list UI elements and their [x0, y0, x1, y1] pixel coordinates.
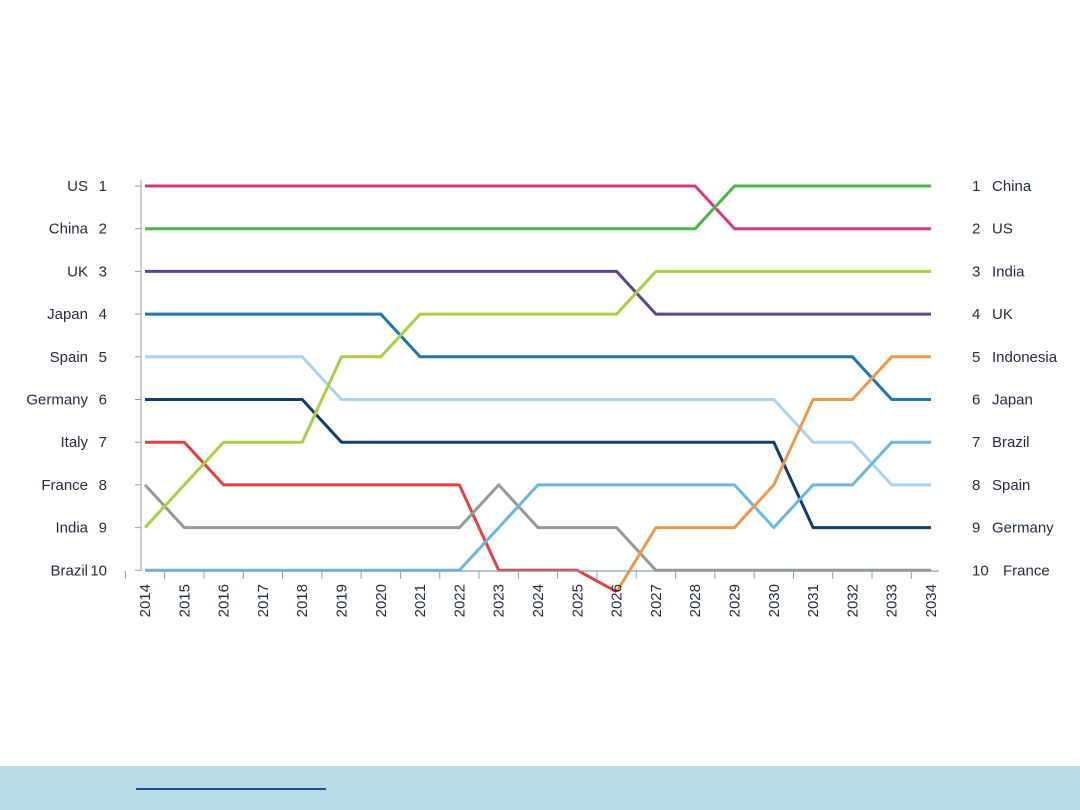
x-tick-label: 2019	[334, 584, 351, 617]
right-rank-label: 9	[972, 520, 980, 537]
x-tick-label: 2021	[412, 584, 429, 617]
series-lines	[143, 184, 931, 594]
series-line-china	[145, 184, 931, 231]
x-tick-label: 2020	[373, 584, 390, 617]
right-country-label: France	[1003, 562, 1050, 579]
left-rank-label: 6	[99, 392, 107, 409]
left-country-label: Japan	[47, 306, 88, 323]
left-country-label: China	[49, 221, 89, 238]
series-line-france	[143, 483, 931, 572]
left-country-label: Germany	[26, 392, 88, 409]
right-country-label: Indonesia	[992, 349, 1058, 366]
right-country-label: UK	[992, 306, 1013, 323]
rank-chart: 2014 2015 2016 2017 2018 2019 2020 2021 2022 2023…	[26, 178, 1057, 617]
footer-bar	[0, 766, 1080, 810]
right-country-label: China	[992, 178, 1032, 195]
right-rank-label: 7	[972, 434, 980, 451]
x-tick-label: 2015	[176, 584, 193, 617]
series-line-spain	[145, 355, 931, 487]
left-country-label: Brazil	[50, 562, 88, 579]
left-country-label: US	[67, 178, 88, 195]
right-country-label: Japan	[992, 392, 1033, 409]
left-rank-label: 9	[99, 520, 107, 537]
left-rank-label: 1	[99, 178, 107, 195]
right-rank-label: 1	[972, 178, 980, 195]
series-line-us	[145, 184, 931, 231]
x-tick-label: 2030	[766, 584, 783, 617]
x-tick-label: 2031	[805, 584, 822, 617]
right-country-label: Spain	[992, 477, 1030, 494]
x-tick-label: 2033	[884, 584, 901, 617]
x-tick-label: 2028	[687, 584, 704, 617]
x-tick-label: 2014	[137, 584, 154, 617]
left-rank-label: 3	[99, 263, 107, 280]
right-rank-label: 8	[972, 477, 980, 494]
left-rank-label: 2	[99, 221, 107, 238]
left-rank-label: 4	[99, 306, 107, 323]
series-line-uk	[145, 269, 931, 316]
series-line-brazil	[145, 440, 931, 572]
right-rank-label: 4	[972, 306, 980, 323]
axes: 2014 2015 2016 2017 2018 2019 2020 2021 2022 2023…	[124, 180, 940, 617]
x-tick-label: 2027	[648, 584, 665, 617]
footer-link[interactable]	[136, 788, 326, 790]
x-tick-label: 2026	[609, 584, 626, 617]
x-tick-label: 2018	[294, 584, 311, 617]
x-tick-label: 2032	[844, 584, 861, 617]
x-tick-label: 2025	[569, 584, 586, 617]
x-tick-label: 2034	[923, 584, 940, 617]
right-country-label: Germany	[992, 520, 1054, 537]
left-country-label: UK	[67, 263, 88, 280]
left-rank-label: 7	[99, 434, 107, 451]
series-line-germany	[145, 398, 931, 530]
left-country-label: Italy	[60, 434, 88, 451]
x-tick-label: 2024	[530, 584, 547, 617]
right-rank-label: 2	[972, 221, 980, 238]
series-line-japan	[145, 312, 931, 401]
left-country-label: India	[55, 520, 88, 537]
series-line-india	[143, 269, 931, 529]
right-rank-label: 5	[972, 349, 980, 366]
left-rank-label: 5	[99, 349, 107, 366]
x-tick-label: 2023	[491, 584, 508, 617]
right-rank-label: 3	[972, 263, 980, 280]
left-rank-label: 8	[99, 477, 107, 494]
right-country-label: Brazil	[992, 434, 1030, 451]
x-tick-label: 2016	[216, 584, 233, 617]
series-line-indonesia	[615, 355, 931, 593]
x-tick-label: 2017	[255, 584, 272, 617]
left-country-label: Spain	[50, 349, 88, 366]
right-rank-label: 10	[972, 562, 989, 579]
series-line-italy	[145, 440, 618, 594]
x-tick-label: 2022	[451, 584, 468, 617]
x-tick-label: 2029	[727, 584, 744, 617]
right-country-label: US	[992, 221, 1013, 238]
rank-labels: US 1 China 2 UK 3 Japan 4 Spain 5 Germany 6 Italy 7 Fr…	[26, 178, 1057, 579]
right-rank-label: 6	[972, 392, 980, 409]
left-rank-label: 10	[90, 562, 107, 579]
right-country-label: India	[992, 263, 1025, 280]
left-country-label: France	[41, 477, 88, 494]
